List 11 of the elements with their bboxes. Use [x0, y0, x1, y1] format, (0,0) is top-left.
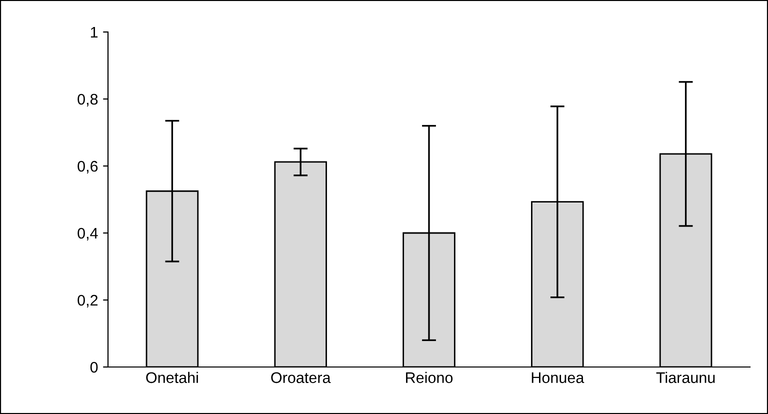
y-tick-label: 0,2	[78, 294, 98, 308]
y-tick-label: 0,8	[78, 94, 98, 106]
x-tick-label: Tiaraunu	[656, 372, 715, 384]
y-tick-label: 0,6	[78, 160, 98, 174]
y-tick-label: 1	[90, 27, 98, 38]
x-tick-label: Reiono	[406, 372, 453, 384]
y-tick-label: 0,4	[78, 228, 98, 240]
x-tick-label: Oroatera	[271, 372, 331, 384]
x-tick-label: Onetahi	[146, 372, 198, 384]
y-tick-label: 0	[90, 362, 98, 373]
x-tick-label: Honuea	[532, 372, 584, 384]
